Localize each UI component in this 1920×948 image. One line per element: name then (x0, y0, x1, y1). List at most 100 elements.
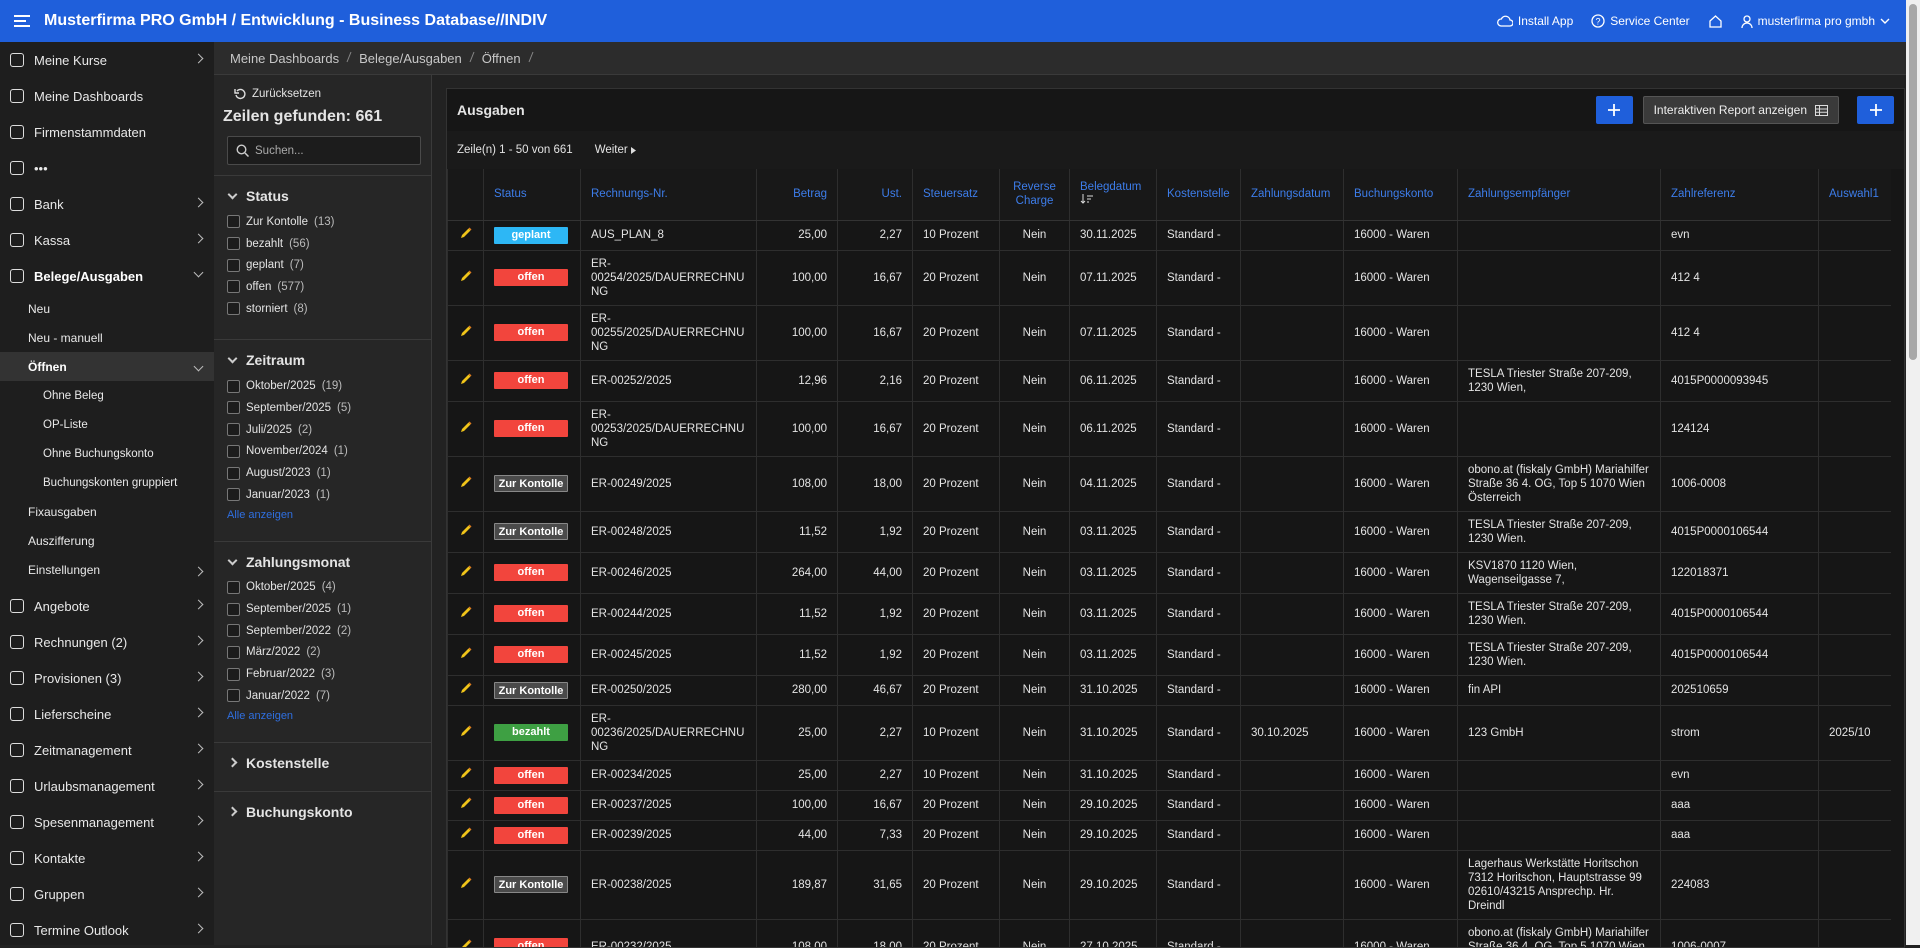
facet-option[interactable]: geplant(7) (227, 254, 431, 276)
nav-item[interactable]: Bank (0, 186, 214, 222)
nav-item[interactable]: Termine Outlook (0, 912, 214, 945)
edit-button[interactable] (460, 880, 472, 892)
user-menu[interactable]: musterfirma pro gmbh (1741, 14, 1890, 28)
edit-button[interactable] (460, 800, 472, 812)
column-header[interactable]: Kostenstelle (1157, 169, 1241, 220)
nav-item[interactable]: Meine Kurse (0, 42, 214, 78)
checkbox[interactable] (227, 380, 240, 393)
checkbox[interactable] (227, 467, 240, 480)
facet-option[interactable]: September/2022(2) (227, 620, 431, 642)
edit-button[interactable] (460, 609, 472, 621)
checkbox[interactable] (227, 237, 240, 250)
edit-button[interactable] (460, 770, 472, 782)
nav-item[interactable]: Firmenstammdaten (0, 114, 214, 150)
checkbox[interactable] (227, 445, 240, 458)
edit-button[interactable] (460, 376, 472, 388)
breadcrumb-item[interactable]: Meine Dashboards (230, 51, 339, 66)
column-header[interactable]: Steuersatz (913, 169, 1000, 220)
edit-button[interactable] (460, 685, 472, 697)
facet-title[interactable]: Kostenstelle (227, 755, 431, 771)
nav-item[interactable]: Neu (0, 294, 214, 323)
add-button[interactable] (1857, 96, 1894, 124)
facet-option[interactable]: September/2025(1) (227, 598, 431, 620)
nav-item[interactable]: Kontakte (0, 840, 214, 876)
checkbox[interactable] (227, 668, 240, 681)
menu-toggle[interactable] (14, 14, 32, 28)
nav-item[interactable]: Ohne Beleg (0, 381, 214, 410)
nav-item[interactable]: Urlaubsmanagement (0, 768, 214, 804)
checkbox[interactable] (227, 581, 240, 594)
next-page[interactable]: Weiter (595, 144, 636, 156)
nav-item[interactable]: Belege/Ausgaben (0, 258, 214, 294)
home-button[interactable] (1708, 14, 1723, 28)
column-header[interactable]: Zahlreferenz (1661, 169, 1819, 220)
facet-option[interactable]: Januar/2022(7) (227, 685, 431, 707)
add-button[interactable] (1596, 96, 1633, 124)
edit-button[interactable] (460, 830, 472, 842)
checkbox[interactable] (227, 302, 240, 315)
nav-item[interactable]: Kassa (0, 222, 214, 258)
nav-item[interactable]: Angebote (0, 588, 214, 624)
scrollbar[interactable] (1906, 0, 1920, 945)
service-center[interactable]: ?Service Center (1591, 14, 1689, 28)
facet-title[interactable]: Status (227, 188, 431, 204)
nav-item[interactable]: Neu - manuell (0, 323, 214, 352)
breadcrumb-item[interactable]: Öffnen (482, 51, 521, 66)
facet-option[interactable]: offen(577) (227, 276, 431, 298)
column-header[interactable]: Betrag (757, 169, 838, 220)
nav-item[interactable]: ••• (0, 150, 214, 186)
nav-item[interactable]: Spesenmanagement (0, 804, 214, 840)
edit-button[interactable] (460, 230, 472, 242)
column-header[interactable]: Auswahl1 (1819, 169, 1891, 220)
edit-button[interactable] (460, 424, 472, 436)
nav-item[interactable]: Einstellungen (0, 555, 214, 584)
show-all-link[interactable]: Alle anzeigen (227, 509, 431, 521)
nav-item[interactable]: Öffnen (0, 352, 214, 381)
edit-button[interactable] (460, 650, 472, 662)
show-all-link[interactable]: Alle anzeigen (227, 710, 431, 722)
search-input[interactable]: Suchen... (227, 136, 421, 165)
facet-option[interactable]: Februar/2022(3) (227, 663, 431, 685)
nav-item[interactable]: Buchungskonten gruppiert (0, 468, 214, 497)
nav-item[interactable]: OP-Liste (0, 410, 214, 439)
checkbox[interactable] (227, 689, 240, 702)
facet-option[interactable]: bezahlt(56) (227, 233, 431, 255)
nav-item[interactable]: Meine Dashboards (0, 78, 214, 114)
nav-item[interactable]: Provisionen (3) (0, 660, 214, 696)
edit-button[interactable] (460, 527, 472, 539)
nav-item[interactable]: Zeitmanagement (0, 732, 214, 768)
column-header[interactable]: Buchungskonto (1344, 169, 1458, 220)
column-header[interactable]: Reverse Charge (1000, 169, 1070, 220)
facet-option[interactable]: November/2024(1) (227, 441, 431, 463)
edit-button[interactable] (460, 273, 472, 285)
facet-option[interactable]: Zur Kontolle(13) (227, 211, 431, 233)
breadcrumb-item[interactable]: Belege/Ausgaben (359, 51, 462, 66)
edit-button[interactable] (460, 728, 472, 740)
checkbox[interactable] (227, 401, 240, 414)
facet-option[interactable]: September/2025(5) (227, 397, 431, 419)
nav-item[interactable]: Rechnungen (2) (0, 624, 214, 660)
checkbox[interactable] (227, 624, 240, 637)
checkbox[interactable] (227, 488, 240, 501)
interactive-report-button[interactable]: Interaktiven Report anzeigen (1643, 96, 1839, 124)
checkbox[interactable] (227, 280, 240, 293)
facet-title[interactable]: Zahlungsmonat (227, 554, 431, 570)
facet-option[interactable]: Oktober/2025(19) (227, 375, 431, 397)
column-header[interactable]: Zahlungsdatum (1241, 169, 1344, 220)
column-header[interactable]: Belegdatum (1070, 169, 1157, 220)
facet-option[interactable]: Oktober/2025(4) (227, 577, 431, 599)
facet-title[interactable]: Zeitraum (227, 352, 431, 368)
checkbox[interactable] (227, 423, 240, 436)
column-header[interactable]: Zahlungsempfänger (1458, 169, 1661, 220)
nav-item[interactable]: Auszifferung (0, 526, 214, 555)
nav-item[interactable]: Ohne Buchungskonto (0, 439, 214, 468)
edit-button[interactable] (460, 328, 472, 340)
column-header[interactable]: Ust. (838, 169, 913, 220)
install-app[interactable]: Install App (1497, 14, 1573, 28)
column-header[interactable]: Status (484, 169, 581, 220)
checkbox[interactable] (227, 603, 240, 616)
reset-button[interactable]: Zurücksetzen (234, 88, 431, 100)
facet-title[interactable]: Buchungskonto (227, 804, 431, 820)
facet-option[interactable]: storniert(8) (227, 298, 431, 320)
column-header[interactable]: Rechnungs-Nr. (581, 169, 757, 220)
